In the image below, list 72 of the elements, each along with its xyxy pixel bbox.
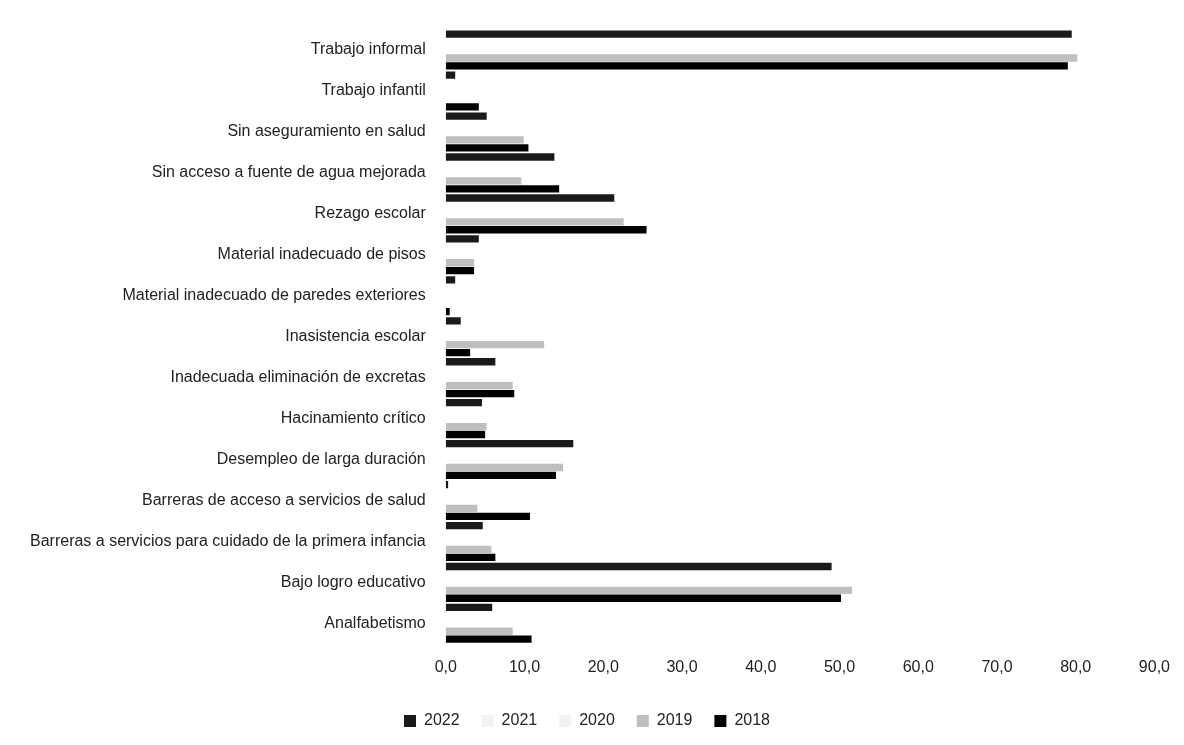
legend-label: 2020 [579,711,615,729]
bar [445,103,479,111]
bar [445,276,456,284]
bar [445,194,615,202]
bar [445,218,624,226]
x-tick-label: 20,0 [587,657,619,675]
bar [445,259,475,267]
bar [445,340,545,349]
x-tick-label: 0,0 [434,657,457,675]
bar [445,71,456,79]
bar [445,235,479,243]
x-tick-label: 70,0 [981,657,1013,675]
x-tick-label: 30,0 [666,657,698,675]
bar [445,358,496,366]
y-tick-label: Rezago escolar [314,204,427,222]
bar [445,594,842,602]
y-tick-label: Material inadecuado de paredes exteriores [122,286,426,304]
bar [445,512,530,521]
bar [445,307,450,316]
bar [445,562,832,571]
bar [445,112,487,120]
y-tick-label: Trabajo informal [310,40,426,58]
y-tick-label: Trabajo infantil [321,81,426,99]
bar [445,635,532,643]
bar [445,136,524,144]
bar [445,553,496,561]
bar [445,627,513,635]
bar [445,471,556,480]
bar [445,504,478,513]
x-tick-label: 40,0 [745,657,777,675]
bar [445,62,1068,70]
bar [445,422,487,431]
y-tick-label: Desempleo de larga duración [216,449,426,467]
x-tick-label: 10,0 [508,657,541,675]
bar [445,399,482,407]
legend-label: 2021 [501,711,538,729]
bar [445,463,564,472]
x-tick-label: 90,0 [1138,657,1171,675]
bar [445,603,493,612]
bar [445,144,529,152]
bar [445,317,461,325]
legend-label: 2018 [734,711,771,729]
bar [445,30,1072,38]
bar [445,586,853,594]
x-tick-label: 80,0 [1060,657,1092,675]
x-tick-label: 50,0 [823,657,856,675]
bar [445,430,486,439]
bar [445,54,1078,62]
y-tick-label: Hacinamiento crítico [280,409,426,426]
bar [445,348,471,357]
bar [445,153,555,161]
y-tick-label: Inasistencia escolar [285,327,427,345]
bar [445,381,513,390]
bar [445,226,647,234]
bar [445,545,492,554]
legend-label: 2022 [424,711,460,729]
y-tick-label: Barreras a servicios para cuidado de la primera infancia [30,531,426,549]
y-tick-label: Analfabetismo [324,613,426,631]
bar [445,440,574,448]
bar [445,177,522,185]
y-tick-label: Sin aseguramiento en salud [227,122,426,140]
y-tick-label: Inadecuada eliminación de excretas [170,368,426,386]
y-tick-label: Barreras de acceso a servicios de salud [142,490,426,508]
y-tick-label: Bajo logro educativo [280,572,426,590]
bar [445,389,515,398]
bar [445,185,560,193]
legend-label: 2019 [656,711,693,729]
y-tick-label: Material inadecuado de pisos [217,245,426,263]
bar [445,267,475,275]
y-tick-label: Sin acceso a fuente de agua mejorada [151,163,426,181]
bar [445,521,483,530]
x-tick-label: 60,0 [902,657,934,675]
